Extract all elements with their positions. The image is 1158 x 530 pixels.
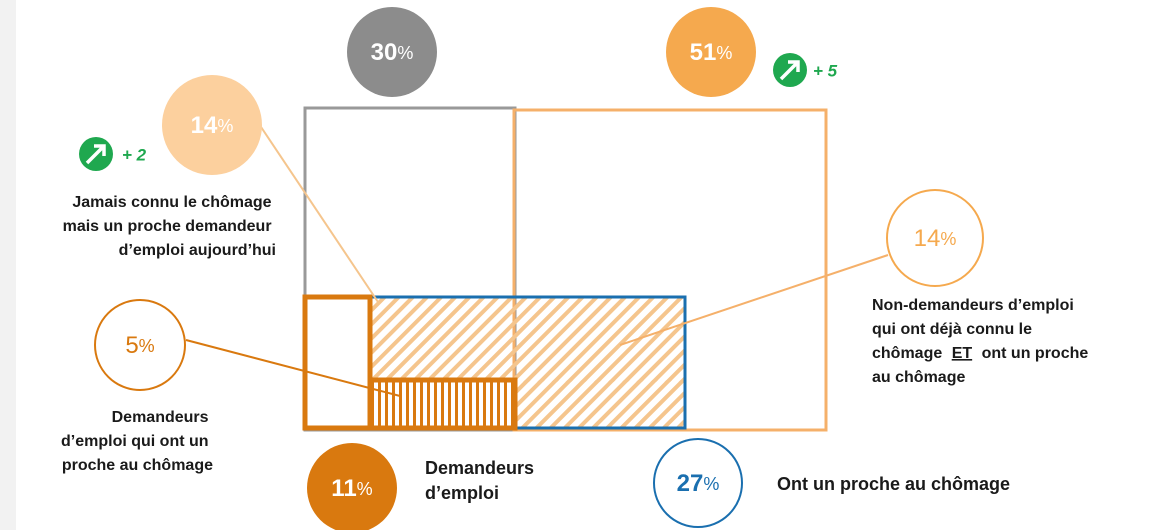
- unit: %: [940, 229, 956, 249]
- percent: 27%: [677, 470, 720, 497]
- label-line: d’emploi aujourd’hui: [119, 242, 276, 259]
- label: Demandeurs d’emploi: [425, 458, 539, 503]
- circle: [162, 75, 262, 175]
- unit: %: [397, 43, 413, 63]
- percent: 14%: [914, 225, 957, 252]
- label: Demandeurs d’emploi qui ont un proche au…: [61, 409, 213, 474]
- hatch-diagonal: [515, 380, 685, 428]
- leader-line: [619, 254, 889, 346]
- label-line: Non-demandeurs d’emploi: [872, 297, 1074, 314]
- leader-line: [185, 339, 401, 397]
- unit: %: [139, 336, 155, 356]
- side-bar: [0, 0, 16, 530]
- unit: %: [357, 479, 373, 499]
- trend: + 2: [122, 145, 147, 164]
- percent: 51%: [690, 39, 733, 66]
- label-emphasis: ET: [952, 345, 973, 362]
- trend: + 5: [813, 61, 838, 80]
- hatch-vertical: [371, 382, 515, 428]
- value: 5: [125, 332, 138, 359]
- percent: 14%: [191, 112, 234, 139]
- trend-icon: [79, 137, 113, 171]
- label-line: au chômage: [872, 369, 965, 386]
- circle: [307, 443, 397, 530]
- value: 11: [331, 475, 356, 502]
- unit: %: [703, 474, 719, 494]
- circle: [653, 438, 743, 528]
- leader-line: [254, 117, 379, 303]
- label-line: d’emploi: [425, 483, 499, 503]
- value: 27: [677, 470, 704, 497]
- label-line: d’emploi qui ont un: [61, 433, 209, 450]
- circle: [94, 299, 186, 391]
- circle: [666, 7, 756, 97]
- label-line: qui ont déjà connu le: [872, 321, 1032, 338]
- percent: 11%: [331, 475, 372, 502]
- value: 51: [690, 39, 717, 66]
- region-close: [512, 108, 828, 432]
- label-line: chômage: [872, 345, 942, 362]
- label-line: Demandeurs: [425, 458, 534, 478]
- percent: 30%: [371, 39, 414, 66]
- trend-icon: [773, 53, 807, 87]
- value: 14: [191, 112, 218, 139]
- circle: [347, 7, 437, 97]
- label-line: Jamais connu le chômage: [72, 194, 271, 211]
- label-line: proche au chômage: [62, 457, 213, 474]
- label-line: ont un proche: [982, 345, 1089, 362]
- label-line: Demandeurs: [112, 409, 209, 426]
- circle: [886, 189, 984, 287]
- percent: 5%: [125, 332, 154, 359]
- value: 14: [914, 225, 941, 252]
- label: Ont un proche au chômage: [777, 474, 1010, 494]
- label: Jamais connu le chômage mais un proche d…: [63, 194, 276, 259]
- unit: %: [716, 43, 732, 63]
- value: 30: [371, 39, 398, 66]
- label-line: mais un proche demandeur: [63, 218, 272, 235]
- unit: %: [217, 116, 233, 136]
- label: Non-demandeurs d’emploi qui ont déjà con…: [872, 297, 1093, 386]
